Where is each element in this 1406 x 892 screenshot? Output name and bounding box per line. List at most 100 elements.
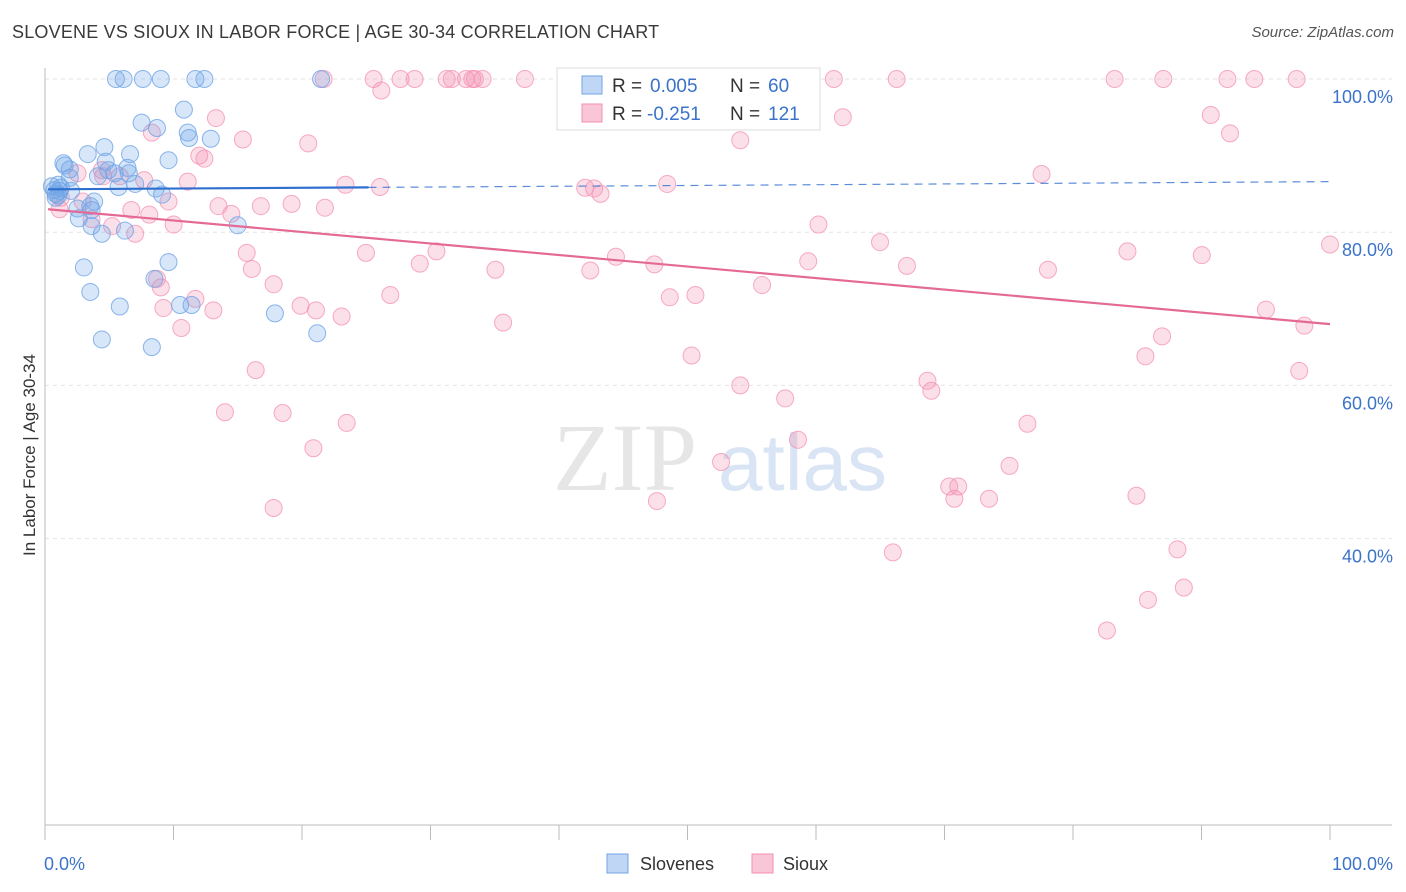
slovenes-point-35	[153, 185, 172, 204]
legend-bottom-swatch-sioux	[751, 853, 774, 874]
sioux-point-65	[356, 243, 375, 262]
slovenes-trend-line-dashed	[368, 181, 1331, 188]
sioux-point-83	[686, 286, 705, 305]
sioux-point-44	[658, 174, 677, 193]
sioux-point-88	[291, 296, 310, 315]
legend-n-label-slovenes: N =	[730, 76, 765, 97]
slovenes-point-2	[133, 70, 152, 88]
sioux-point-91	[494, 313, 513, 332]
sioux-point-41	[576, 178, 595, 197]
legend-series: Slovenes Sioux	[606, 853, 828, 874]
slovenes-point-3	[151, 70, 170, 88]
sioux-point-15	[824, 70, 843, 88]
sioux-point-114	[945, 489, 964, 508]
sioux-point-119	[883, 543, 902, 562]
axes	[44, 68, 1392, 840]
legend-bottom-swatch-slovenes	[606, 853, 629, 874]
sioux-point-75	[410, 254, 429, 273]
sioux-point-57	[82, 210, 101, 229]
slovenes-point-0	[106, 70, 125, 88]
slovenes-point-49	[145, 269, 164, 288]
sioux-point-90	[332, 307, 351, 326]
slovenes-point-58	[118, 158, 137, 177]
sioux-point-122	[1174, 578, 1193, 597]
slovenes-point-1	[114, 70, 133, 88]
sioux-point-110	[712, 453, 731, 471]
sioux-point-58	[164, 215, 183, 234]
slovenes-point-45	[115, 221, 134, 240]
sioux-point-55	[140, 205, 159, 224]
slovenes-point-7	[132, 113, 151, 132]
sioux-point-20	[1245, 70, 1264, 88]
legend-r-label-sioux: R =	[612, 104, 647, 125]
sioux-point-4	[437, 70, 456, 88]
sioux-point-71	[1038, 260, 1057, 279]
sioux-point-82	[660, 288, 679, 307]
legend-r-value-sioux: -0.251	[647, 104, 701, 125]
sioux-point-17	[1105, 70, 1124, 88]
slovenes-point-8	[174, 100, 193, 119]
sioux-point-19	[1218, 70, 1237, 88]
sioux-point-97	[1136, 347, 1155, 366]
legend-bottom-label-sioux: Sioux	[783, 854, 828, 874]
sioux-point-38	[178, 172, 197, 191]
sioux-point-118	[264, 498, 283, 517]
sioux-point-93	[172, 318, 191, 337]
sioux-point-29	[1201, 106, 1220, 125]
sioux-point-94	[1256, 300, 1275, 319]
slovenes-point-6	[312, 70, 331, 88]
sioux-point-120	[1168, 540, 1187, 559]
sioux-point-9	[473, 70, 492, 88]
slovenes-point-29	[109, 178, 128, 197]
sioux-point-53	[222, 204, 241, 223]
slovenes-point-47	[74, 258, 93, 277]
sioux-point-25	[233, 130, 252, 149]
sioux-point-115	[979, 489, 998, 508]
sioux-point-18	[1154, 70, 1173, 88]
sioux-point-109	[304, 439, 323, 458]
slovenes-point-15	[78, 145, 97, 164]
sioux-point-96	[682, 346, 701, 365]
sioux-point-54	[122, 200, 141, 219]
legend-r-label-slovenes: R =	[612, 76, 647, 97]
y-axis-label: In Labor Force | Age 30-34	[20, 354, 39, 556]
legend-n-label-sioux: N =	[730, 104, 765, 125]
slovenes-point-24	[88, 167, 107, 186]
sioux-point-62	[871, 233, 890, 252]
sioux-point-51	[282, 194, 301, 213]
legend-n-value-sioux: 121	[768, 104, 800, 125]
sioux-point-61	[809, 215, 828, 234]
sioux-point-89	[306, 301, 325, 320]
sioux-point-39	[336, 175, 355, 194]
sioux-point-117	[647, 492, 666, 511]
x-tick-label-min: 0.0%	[44, 854, 85, 874]
watermark-atlas: atlas	[718, 418, 887, 507]
sioux-point-74	[242, 259, 261, 278]
legend-bottom-label-slovenes: Slovenes	[640, 854, 714, 874]
y-tick-label-100: 100.0%	[1332, 87, 1393, 107]
slovenes-point-59	[51, 178, 70, 197]
slovenes-point-57	[171, 295, 190, 314]
legend-swatch-sioux	[581, 103, 603, 123]
sioux-point-85	[154, 299, 173, 318]
sioux-point-52	[315, 198, 334, 217]
sioux-point-21	[1287, 70, 1306, 88]
slovenes-point-9	[147, 119, 166, 138]
slovenes-point-48	[159, 253, 178, 272]
y-tick-label-80: 80.0%	[1342, 240, 1393, 260]
sioux-point-26	[299, 134, 318, 153]
slovenes-point-44	[92, 224, 111, 243]
series-sioux-points	[50, 70, 1339, 640]
sioux-point-101	[918, 371, 937, 390]
watermark: ZIP atlas	[553, 404, 887, 511]
sioux-point-108	[788, 430, 807, 449]
sioux-point-104	[215, 403, 234, 422]
slovenes-point-13	[95, 138, 114, 157]
legend-n-value-slovenes: 60	[768, 76, 789, 97]
sioux-point-121	[1138, 590, 1157, 609]
sioux-point-81	[381, 286, 400, 305]
sioux-point-77	[581, 261, 600, 280]
sioux-point-70	[897, 256, 916, 275]
sioux-point-76	[486, 260, 505, 279]
sioux-point-111	[1000, 456, 1019, 475]
